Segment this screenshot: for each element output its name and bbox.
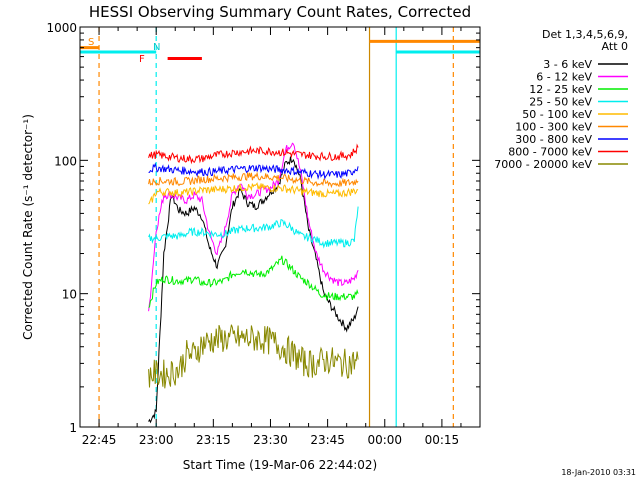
legend-header-attenuator: Att 0 — [602, 40, 628, 53]
axis-layer: 22:45 23:00 23:15 23:30 23:45 00:00 00:15 1 10 10… — [46, 21, 480, 447]
timestamp: 18-Jan-2010 03:31 — [561, 468, 636, 477]
x-tick-label-0: 22:45 — [82, 433, 117, 447]
legend-label-8: 7000 - 20000 keV — [494, 158, 592, 171]
series-line-3 — [148, 206, 359, 249]
series-line-7 — [148, 143, 359, 165]
series-line-4 — [148, 182, 359, 205]
y-tick-label-3: 1000 — [46, 21, 77, 35]
plot-data-layer — [80, 27, 480, 427]
legend-label-0: 3 - 6 keV — [543, 58, 592, 71]
series-line-1 — [148, 142, 359, 312]
legend-label-3: 25 - 50 keV — [529, 96, 592, 109]
s-flag-label: S — [88, 37, 94, 48]
x-axis-label: Start Time (19-Mar-06 22:44:02) — [183, 458, 377, 472]
x-tick-label-3: 23:30 — [253, 433, 288, 447]
legend-label-4: 50 - 100 keV — [522, 108, 592, 121]
x-tick-label-2: 23:15 — [196, 433, 231, 447]
series-line-8 — [148, 324, 359, 389]
legend-header-detectors: Det 1,3,4,5,6,9, — [542, 28, 628, 41]
y-tick-label-0: 1 — [69, 421, 77, 435]
plot-frame — [79, 26, 481, 428]
legend-label-1: 6 - 12 keV — [536, 71, 592, 84]
series-line-2 — [148, 255, 359, 308]
series-line-5 — [148, 171, 359, 189]
n-flag-label: N — [153, 42, 160, 53]
x-tick-label-1: 23:00 — [139, 433, 174, 447]
y-tick-label-1: 10 — [62, 288, 77, 302]
chart-title: HESSI Observing Summary Count Rates, Cor… — [89, 3, 471, 21]
legend-label-7: 800 - 7000 keV — [508, 146, 592, 159]
series-line-0 — [148, 156, 359, 424]
series-line-6 — [148, 162, 359, 181]
x-tick-label-4: 23:45 — [310, 433, 345, 447]
x-tick-label-6: 00:15 — [425, 433, 460, 447]
legend-label-6: 300 - 800 keV — [515, 133, 592, 146]
y-axis-label: Corrected Count Rate (s⁻¹ detector⁻¹) — [21, 114, 35, 340]
y-tick-label-2: 100 — [54, 154, 77, 168]
x-tick-label-5: 00:00 — [367, 433, 402, 447]
f-flag-label: F — [139, 54, 145, 65]
legend-label-2: 12 - 25 keV — [529, 83, 592, 96]
legend-label-5: 100 - 300 keV — [515, 121, 592, 134]
